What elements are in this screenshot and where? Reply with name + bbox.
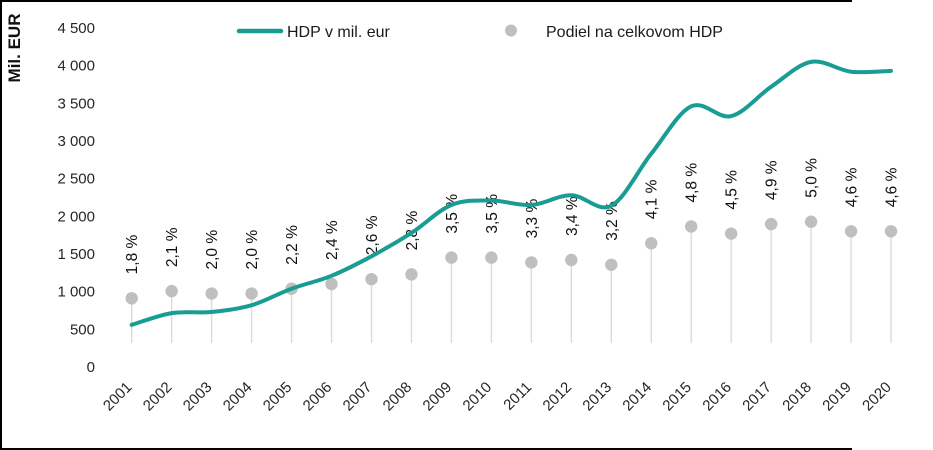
year-label: 2008 [380, 379, 416, 415]
percent-label: 2,0 % [204, 230, 221, 270]
year-label: 2014 [619, 379, 655, 415]
share-dot [445, 251, 458, 264]
share-dot [245, 287, 258, 300]
year-label: 2007 [340, 379, 376, 415]
percent-label: 3,5 % [444, 194, 461, 234]
y-axis-tick-labels: 4 500 4 000 3 500 3 000 2 500 2 000 1 500 1 000… [57, 20, 95, 376]
year-label: 2002 [140, 379, 176, 415]
y-tick-label: 500 [70, 321, 95, 338]
percent-label: 4,6 % [844, 167, 861, 207]
y-tick-label: 0 [87, 359, 95, 376]
year-label: 2018 [779, 379, 815, 415]
share-dot [205, 287, 218, 300]
share-dot [365, 272, 378, 286]
share-dot [125, 292, 138, 305]
year-label: 2004 [220, 379, 256, 415]
share-dot [645, 237, 658, 250]
percent-label: 4,8 % [684, 163, 701, 203]
year-label: 2020 [859, 379, 895, 415]
percent-label: 4,9 % [764, 160, 781, 200]
share-dot [804, 215, 818, 228]
legend-dot-marker [505, 24, 517, 37]
y-tick-label: 4 000 [57, 58, 95, 75]
percent-data-labels: 1,8 % 2,1 % 2,0 % 2,0 % 2,2 % 2,4 % 2,6 % 2,8 %… [124, 158, 900, 274]
year-label: 2017 [739, 379, 775, 415]
year-label: 2001 [100, 379, 136, 415]
share-dot [165, 284, 178, 298]
y-tick-label: 3 000 [57, 133, 95, 150]
percent-label: 4,1 % [644, 179, 661, 219]
share-dot [325, 277, 338, 291]
percent-label: 1,8 % [124, 234, 141, 274]
share-dot [764, 217, 778, 231]
percent-label: 4,6 % [884, 167, 901, 207]
share-dot [884, 225, 898, 238]
lollipop-stems [130, 221, 892, 343]
share-dot [685, 220, 698, 233]
percent-label: 3,5 % [484, 194, 501, 234]
percent-label: 3,3 % [524, 199, 541, 239]
share-dot [405, 268, 418, 281]
percent-label: 3,4 % [564, 196, 581, 236]
share-dot [565, 253, 578, 267]
frame-border-bottom [0, 448, 852, 450]
y-tick-label: 1 000 [57, 284, 95, 301]
percent-label: 2,2 % [284, 225, 301, 265]
percent-label: 2,0 % [244, 230, 261, 270]
year-label: 2009 [420, 379, 456, 415]
year-label: 2006 [300, 379, 336, 415]
y-axis-title: Mil. EUR [5, 14, 24, 83]
y-tick-label: 2 500 [57, 171, 95, 188]
legend-dot-label: Podiel na celkovom HDP [546, 24, 723, 41]
percent-label: 4,5 % [724, 170, 741, 210]
frame-border-left [0, 0, 2, 450]
legend: HDP v mil. eur Podiel na celkovom HDP [236, 24, 723, 41]
y-tick-label: 1 500 [57, 246, 95, 263]
share-dot [605, 258, 618, 271]
year-label: 2012 [540, 379, 576, 415]
percent-label: 5,0 % [804, 158, 821, 198]
x-axis-year-labels: 2001 2002 2003 2004 2005 2006 2007 2008 2009 2010… [100, 379, 895, 415]
share-dot [485, 251, 498, 264]
legend-line-label: HDP v mil. eur [287, 24, 391, 41]
y-tick-label: 2 000 [57, 208, 95, 225]
year-label: 2015 [659, 379, 695, 415]
year-label: 2005 [260, 379, 296, 415]
percent-label: 3,2 % [604, 201, 621, 241]
year-label: 2016 [699, 379, 735, 415]
hdp-line-series [129, 59, 893, 327]
y-tick-label: 4 500 [57, 20, 95, 37]
share-dot [724, 227, 738, 240]
percent-label: 2,1 % [164, 227, 181, 267]
year-label: 2011 [500, 379, 535, 414]
year-label: 2013 [579, 379, 615, 415]
share-dots [125, 215, 898, 305]
percent-label: 2,6 % [364, 215, 381, 255]
year-label: 2003 [180, 379, 216, 415]
frame-border-top [0, 0, 852, 2]
y-tick-label: 3 500 [57, 95, 95, 112]
year-label: 2019 [819, 379, 855, 415]
share-dot [844, 225, 858, 238]
percent-label: 2,4 % [324, 220, 341, 260]
share-dot [525, 256, 538, 269]
year-label: 2010 [460, 379, 496, 415]
